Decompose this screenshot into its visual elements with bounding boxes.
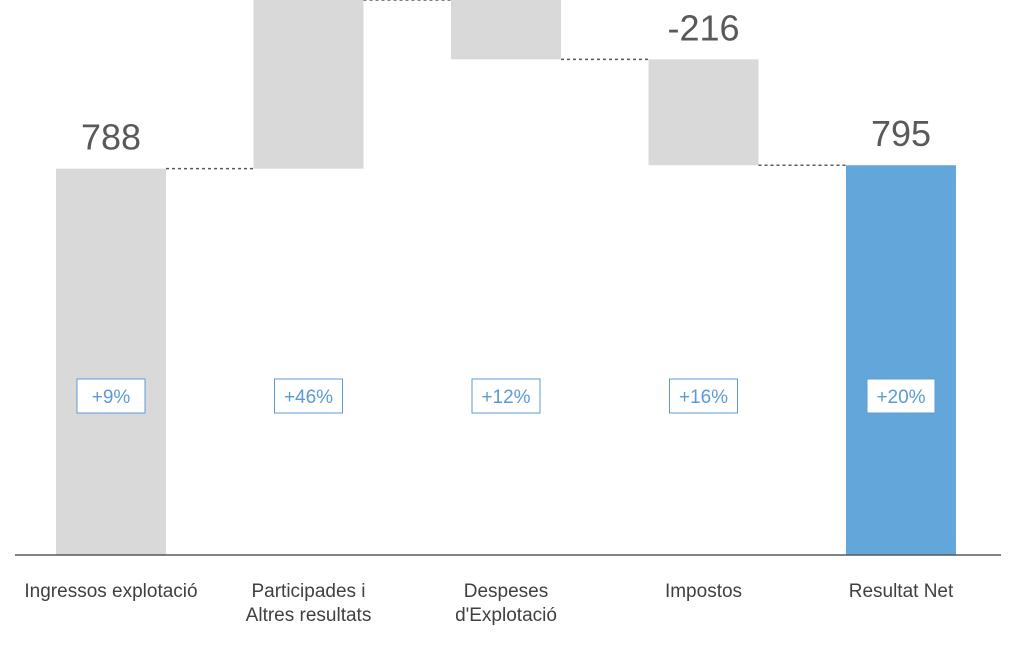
- category-label-3-0: Impostos: [665, 581, 742, 602]
- change-badge-label-0: +9%: [92, 387, 131, 408]
- category-label-1-1: Altres resultats: [246, 605, 372, 626]
- bar-1: [253, 0, 364, 169]
- category-label-0-0: Ingressos explotació: [24, 581, 197, 602]
- value-label-3: -216: [667, 7, 739, 48]
- change-badge-label-3: +16%: [679, 387, 728, 408]
- category-label-2-0: Despeses: [464, 581, 549, 602]
- change-badge-3: [669, 378, 738, 414]
- change-badge-label-1: +46%: [284, 387, 333, 408]
- category-label-2-1: d'Explotació: [455, 605, 557, 626]
- change-badge-label-2: +12%: [481, 387, 530, 408]
- connector-lines: [166, 0, 846, 170]
- change-badges: +9% +46% +12% +16% +20%: [76, 378, 936, 414]
- value-label-4: 795: [871, 113, 931, 154]
- change-badge-0: [76, 378, 146, 414]
- bars: [56, 0, 956, 556]
- change-badge-1: [274, 378, 343, 414]
- bar-3: [648, 59, 759, 166]
- change-badge-2: [471, 378, 541, 414]
- category-label-4-0: Resultat Net: [849, 581, 954, 602]
- bar-0: [56, 168, 166, 556]
- value-label-0: 788: [81, 117, 141, 158]
- change-badge-label-4: +20%: [876, 387, 925, 408]
- bar-2: [451, 0, 561, 60]
- category-label-1-0: Participades i: [251, 581, 365, 602]
- category-labels: Ingressos explotació Participades i Altres…: [24, 581, 954, 626]
- change-badge-4: [866, 378, 936, 414]
- bar-4: [846, 165, 956, 555]
